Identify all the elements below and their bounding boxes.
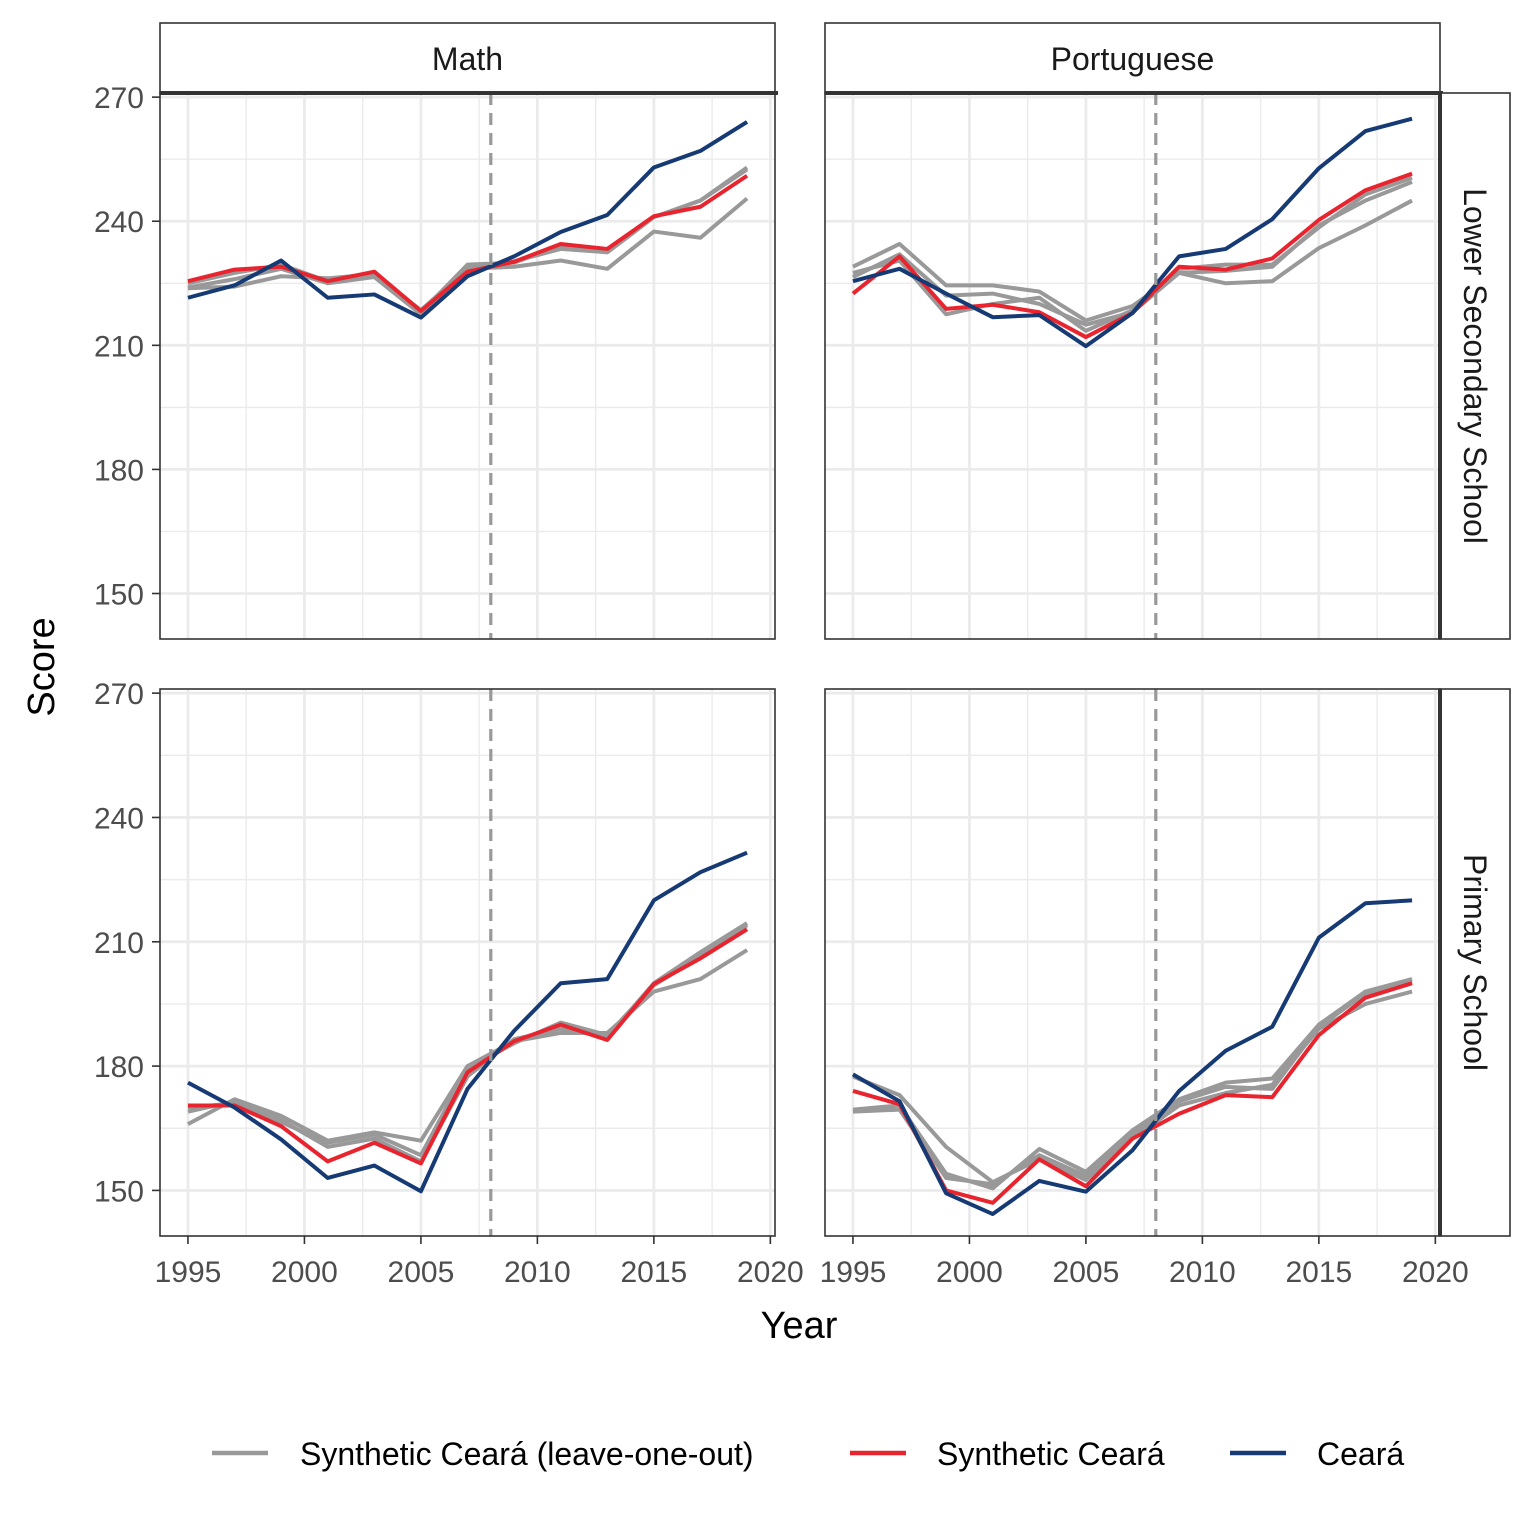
series-line-synthetic-ceara xyxy=(187,927,749,1166)
panel-math-lower-secondary-school: Math 150 180 210 240 270 xyxy=(94,22,778,640)
strip-lower-secondary-school: Lower Secondary School xyxy=(1438,92,1511,640)
y-tick-label: 180 xyxy=(94,1051,144,1084)
x-tick-label: 2020 xyxy=(1402,1256,1469,1289)
y-tick-label: 210 xyxy=(94,927,144,960)
panel-portuguese-primary-school: Primary School 1995 2000 2005 2010 2015 2020 xyxy=(820,688,1511,1289)
panel-math-primary-school: 150 180 210 240 270 1995 2000 2005 2010 2015 2020 xyxy=(94,678,804,1289)
x-tick-label: 2010 xyxy=(1169,1256,1236,1289)
grid xyxy=(825,689,1440,1236)
y-axis-title: Score xyxy=(21,617,63,716)
strip-math: Math xyxy=(159,22,778,95)
series-line-leave-one-out-3 xyxy=(852,979,1413,1187)
legend: Synthetic Ceará (leave-one-out) Synthetic… xyxy=(212,1436,1404,1472)
x-axis-title: Year xyxy=(761,1305,838,1347)
strip-primary-school: Primary School xyxy=(1438,688,1511,1237)
series-line-ceara xyxy=(187,120,749,320)
series-line-leave-one-out-1 xyxy=(852,198,1413,323)
y-tick-label: 150 xyxy=(94,1175,144,1208)
panel-background xyxy=(160,93,775,639)
series-line-synthetic-ceara xyxy=(187,174,749,313)
panel-background xyxy=(825,93,1440,639)
panel-background xyxy=(160,689,775,1236)
y-axis: 150 180 210 240 270 xyxy=(94,678,160,1208)
strip-label: Portuguese xyxy=(1051,41,1215,77)
x-tick-label: 2020 xyxy=(737,1256,804,1289)
series-line-ceara xyxy=(852,116,1413,349)
panel-background xyxy=(825,689,1440,1236)
y-tick-label: 210 xyxy=(94,330,144,363)
x-tick-label: 2000 xyxy=(271,1256,338,1289)
x-axis: 1995 2000 2005 2010 2015 2020 xyxy=(155,1236,804,1289)
strip-label: Math xyxy=(432,41,503,77)
panel-portuguese-lower-secondary-school: Portuguese Lower Secondary School xyxy=(824,22,1511,640)
x-tick-label: 2000 xyxy=(936,1256,1003,1289)
x-tick-label: 1995 xyxy=(155,1256,222,1289)
panel-border xyxy=(159,688,776,1237)
x-tick-label: 2015 xyxy=(1285,1256,1352,1289)
series-line-ceara xyxy=(851,898,1413,1217)
y-tick-label: 150 xyxy=(94,579,144,612)
grid xyxy=(160,689,775,1236)
y-axis: 150 180 210 240 270 xyxy=(94,82,160,612)
x-tick-label: 2010 xyxy=(504,1256,571,1289)
legend-item-ceara: Ceará xyxy=(1230,1436,1404,1472)
x-axis: 1995 2000 2005 2010 2015 2020 xyxy=(820,1236,1469,1289)
y-tick-label: 270 xyxy=(94,678,144,711)
x-tick-label: 1995 xyxy=(820,1256,887,1289)
legend-label: Synthetic Ceará (leave-one-out) xyxy=(300,1436,754,1472)
legend-label: Synthetic Ceará xyxy=(937,1436,1165,1472)
y-tick-label: 240 xyxy=(94,802,144,835)
legend-label: Ceará xyxy=(1317,1436,1404,1472)
y-tick-label: 270 xyxy=(94,82,144,115)
grid xyxy=(825,93,1440,639)
y-tick-label: 180 xyxy=(94,454,144,487)
x-tick-label: 2015 xyxy=(620,1256,687,1289)
strip-label: Lower Secondary School xyxy=(1457,188,1493,544)
legend-item-loo: Synthetic Ceará (leave-one-out) xyxy=(212,1436,754,1472)
y-tick-label: 240 xyxy=(94,206,144,239)
legend-item-synthetic: Synthetic Ceará xyxy=(850,1436,1165,1472)
grid xyxy=(160,93,775,639)
x-tick-label: 2005 xyxy=(1053,1256,1120,1289)
strip-portuguese: Portuguese xyxy=(824,22,1443,95)
x-tick-label: 2005 xyxy=(388,1256,455,1289)
series-line-ceara xyxy=(187,850,748,1194)
strip-label: Primary School xyxy=(1457,854,1493,1071)
